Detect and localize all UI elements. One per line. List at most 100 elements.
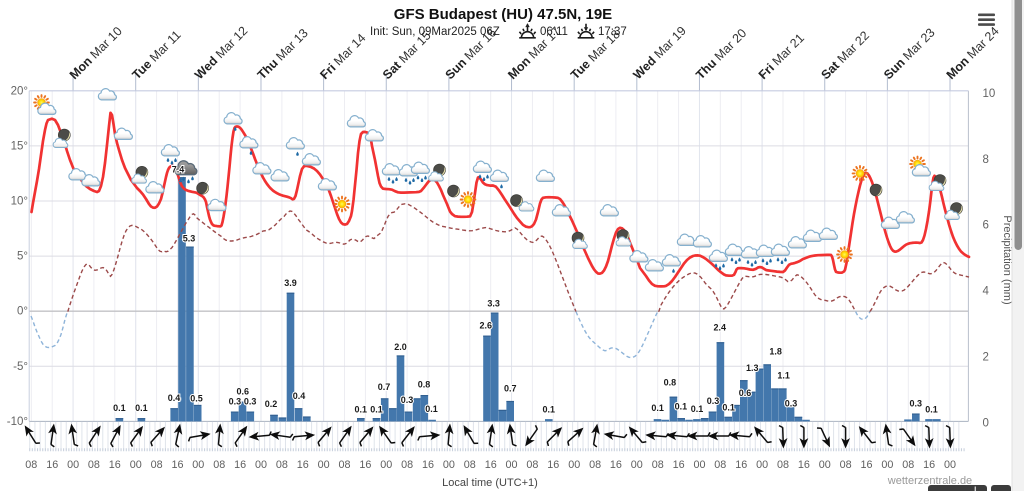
svg-text:0.1: 0.1 <box>370 405 383 415</box>
svg-text:5.3: 5.3 <box>183 234 196 244</box>
svg-text:00: 00 <box>944 459 956 471</box>
svg-text:06:11: 06:11 <box>540 26 568 38</box>
svg-text:16: 16 <box>485 459 497 471</box>
svg-text:08: 08 <box>589 459 601 471</box>
svg-text:16: 16 <box>610 459 622 471</box>
svg-text:08: 08 <box>714 459 726 471</box>
svg-text:08: 08 <box>151 459 163 471</box>
svg-text:08: 08 <box>652 459 664 471</box>
svg-text:08: 08 <box>276 459 288 471</box>
svg-text:6: 6 <box>983 220 989 232</box>
svg-text:00: 00 <box>819 459 831 471</box>
svg-text:5°: 5° <box>17 251 28 263</box>
svg-text:00: 00 <box>255 459 267 471</box>
svg-text:00: 00 <box>67 459 79 471</box>
svg-text:16: 16 <box>923 459 935 471</box>
svg-text:10°: 10° <box>11 196 28 208</box>
svg-text:00: 00 <box>505 459 517 471</box>
svg-text:1.3: 1.3 <box>746 363 759 373</box>
svg-text:0.6: 0.6 <box>739 388 752 398</box>
svg-text:16: 16 <box>297 459 309 471</box>
svg-text:00: 00 <box>756 459 768 471</box>
svg-text:0.3: 0.3 <box>707 396 720 406</box>
svg-text:16: 16 <box>109 459 121 471</box>
svg-text:0.3: 0.3 <box>244 397 257 407</box>
svg-text:00: 00 <box>192 459 204 471</box>
svg-text:3.3: 3.3 <box>487 299 500 309</box>
svg-text:1.1: 1.1 <box>777 371 790 381</box>
svg-text:08: 08 <box>526 459 538 471</box>
svg-text:0.1: 0.1 <box>925 405 938 415</box>
svg-text:08: 08 <box>338 459 350 471</box>
svg-text:00: 00 <box>881 459 893 471</box>
svg-text:0.5: 0.5 <box>190 394 203 404</box>
svg-text:0.4: 0.4 <box>293 391 306 401</box>
svg-text:0.1: 0.1 <box>135 403 148 413</box>
svg-text:2.0: 2.0 <box>394 342 407 352</box>
svg-text:0.1: 0.1 <box>113 403 126 413</box>
svg-text:0.3: 0.3 <box>785 399 798 409</box>
svg-text:GFS Budapest (HU) 47.5N, 19E: GFS Budapest (HU) 47.5N, 19E <box>394 6 612 23</box>
svg-text:08: 08 <box>777 459 789 471</box>
svg-text:16: 16 <box>547 459 559 471</box>
svg-text:Local time (UTC+1): Local time (UTC+1) <box>442 477 538 489</box>
svg-text:wetterzentrale.de: wetterzentrale.de <box>887 475 972 487</box>
svg-text:20°: 20° <box>11 85 28 97</box>
svg-text:0.8: 0.8 <box>418 380 431 390</box>
svg-text:0.8: 0.8 <box>664 378 677 388</box>
svg-text:15°: 15° <box>11 140 28 152</box>
svg-text:-10°: -10° <box>7 416 28 428</box>
svg-text:16: 16 <box>359 459 371 471</box>
svg-text:0.7: 0.7 <box>378 382 391 392</box>
svg-text:10: 10 <box>983 88 996 100</box>
svg-text:16: 16 <box>422 459 434 471</box>
svg-text:0: 0 <box>983 417 989 429</box>
svg-text:08: 08 <box>464 459 476 471</box>
svg-text:00: 00 <box>380 459 392 471</box>
svg-text:7.4: 7.4 <box>172 165 185 175</box>
svg-text:4: 4 <box>983 286 990 298</box>
svg-text:0°: 0° <box>17 306 28 318</box>
svg-text:00: 00 <box>443 459 455 471</box>
svg-text:0.1: 0.1 <box>425 404 438 414</box>
svg-text:00: 00 <box>130 459 142 471</box>
svg-text:16: 16 <box>46 459 58 471</box>
svg-text:08: 08 <box>25 459 37 471</box>
svg-text:16: 16 <box>860 459 872 471</box>
svg-text:0.1: 0.1 <box>651 403 664 413</box>
svg-text:2.6: 2.6 <box>480 321 493 331</box>
svg-text:16: 16 <box>234 459 246 471</box>
svg-text:0.6: 0.6 <box>237 387 250 397</box>
svg-text:16: 16 <box>673 459 685 471</box>
svg-text:08: 08 <box>902 459 914 471</box>
svg-text:0.3: 0.3 <box>401 395 414 405</box>
svg-text:00: 00 <box>693 459 705 471</box>
svg-text:08: 08 <box>88 459 100 471</box>
svg-text:0.1: 0.1 <box>543 405 556 415</box>
svg-text:-5°: -5° <box>13 361 28 373</box>
svg-text:0.1: 0.1 <box>722 403 735 413</box>
svg-text:17:37: 17:37 <box>598 26 627 38</box>
svg-text:3.9: 3.9 <box>284 278 297 288</box>
svg-text:16: 16 <box>735 459 747 471</box>
svg-text:Init: Sun, 09Mar2025 06Z: Init: Sun, 09Mar2025 06Z <box>370 26 500 38</box>
svg-text:2: 2 <box>983 352 989 364</box>
svg-text:00: 00 <box>631 459 643 471</box>
svg-text:00: 00 <box>318 459 330 471</box>
svg-text:8: 8 <box>983 154 989 166</box>
svg-text:0.1: 0.1 <box>675 402 688 412</box>
svg-text:08: 08 <box>840 459 852 471</box>
svg-text:0.3: 0.3 <box>229 397 242 407</box>
svg-text:0.3: 0.3 <box>910 398 923 408</box>
svg-text:16: 16 <box>171 459 183 471</box>
svg-text:0.2: 0.2 <box>265 399 278 409</box>
svg-text:1.8: 1.8 <box>769 347 782 357</box>
svg-text:0.7: 0.7 <box>504 384 517 394</box>
svg-text:0.1: 0.1 <box>355 405 368 415</box>
svg-text:08: 08 <box>213 459 225 471</box>
svg-text:0.1: 0.1 <box>691 404 704 414</box>
svg-text:Precipitation (mm): Precipitation (mm) <box>1001 215 1013 304</box>
svg-text:16: 16 <box>798 459 810 471</box>
svg-text:08: 08 <box>401 459 413 471</box>
svg-text:0.4: 0.4 <box>168 393 181 403</box>
